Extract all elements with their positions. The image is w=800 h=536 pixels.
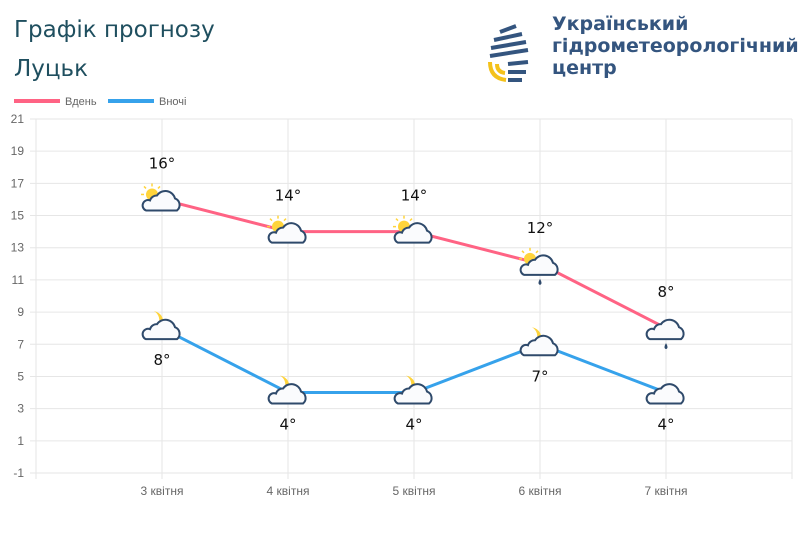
x-tick-label: 4 квітня	[267, 484, 310, 498]
x-tick-label: 7 квітня	[645, 484, 688, 498]
data-label: 12°	[527, 219, 554, 237]
moon-cloud-icon	[141, 311, 181, 341]
y-tick-label: 9	[17, 305, 24, 319]
logo-line-3: центр	[552, 57, 617, 79]
data-label: 8°	[153, 351, 170, 369]
moon-cloud-icon	[393, 375, 433, 405]
logo-line-1: Український	[552, 13, 689, 35]
sun-cloud-icon	[392, 214, 433, 244]
y-tick-label: 19	[11, 144, 25, 158]
x-tick-label: 6 квітня	[519, 484, 562, 498]
y-tick-label: 11	[12, 273, 25, 287]
data-label: 7°	[531, 367, 548, 385]
y-tick-label: 15	[11, 209, 25, 223]
y-tick-label: 7	[17, 337, 24, 351]
y-tick-label: 3	[17, 402, 24, 416]
moon-cloud-icon	[267, 375, 307, 405]
data-label: 8°	[657, 283, 674, 301]
data-label: 4°	[279, 416, 296, 434]
legend-label-day: Вдень	[65, 96, 97, 108]
data-label: 14°	[401, 187, 428, 205]
sun-cloud-rain-icon	[518, 247, 559, 285]
ugmc-logo-icon	[488, 24, 529, 82]
cloud-icon	[141, 318, 181, 341]
data-label: 4°	[657, 416, 674, 434]
page-title: Графік прогнозу	[14, 17, 215, 43]
y-tick-label: -1	[13, 466, 24, 480]
sun-cloud-icon	[140, 182, 181, 212]
sun-cloud-icon	[266, 214, 307, 244]
data-label: 16°	[149, 154, 176, 172]
y-tick-label: 13	[11, 241, 25, 255]
legend-swatch-night	[108, 99, 154, 103]
legend-swatch-day	[14, 99, 60, 103]
legend-label-night: Вночі	[159, 96, 186, 108]
moon-cloud-icon	[519, 327, 559, 357]
data-label: 4°	[405, 416, 422, 434]
cloud-icon	[519, 334, 559, 357]
y-tick-label: 21	[11, 112, 25, 126]
y-tick-label: 1	[17, 434, 24, 448]
logo-line-2: гідрометеорологічний	[552, 35, 799, 57]
y-tick-label: 17	[11, 176, 25, 190]
city-name: Луцьк	[14, 56, 89, 82]
x-tick-label: 5 квітня	[393, 484, 436, 498]
legend: Вдень Вночі	[14, 96, 186, 108]
logo-text: Український гідрометеорологічний центр	[552, 13, 799, 79]
data-label: 14°	[275, 187, 302, 205]
x-tick-label: 3 квітня	[141, 484, 184, 498]
y-tick-label: 5	[17, 369, 24, 383]
